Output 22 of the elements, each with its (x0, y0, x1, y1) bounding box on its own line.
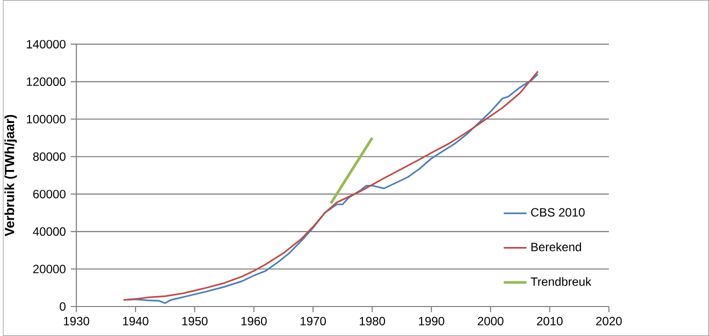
y-tick-label: 120000 (26, 77, 66, 86)
x-tick-label: 1950 (182, 316, 208, 326)
y-tick-label: 80000 (33, 152, 66, 161)
x-tick-label: 1930 (64, 316, 90, 326)
x-tick-label: 1940 (123, 316, 148, 326)
y-tick-label: 0 (60, 302, 66, 311)
x-tick-label: 2010 (536, 316, 563, 326)
y-tick-label: 100000 (26, 114, 66, 124)
y-tick-label: 140000 (26, 40, 66, 48)
x-tick-label: 1960 (241, 316, 267, 326)
x-tick-label: 2000 (478, 316, 504, 326)
y-tick-label: 20000 (33, 264, 66, 274)
legend-label: Berekend (531, 242, 581, 252)
legend-label: CBS 2010 (531, 208, 585, 217)
x-tick-label: 1980 (360, 316, 386, 326)
legend-label: Trendbreuk (530, 277, 592, 286)
x-tick-label: 1970 (300, 316, 326, 326)
y-tick-label: 60000 (33, 190, 66, 198)
y-axis-title: Verbruik (TWh/jaar) (4, 114, 17, 236)
x-tick-label: 2020 (596, 316, 622, 326)
x-tick-label: 1990 (418, 316, 444, 326)
y-tick-label: 40000 (32, 227, 66, 236)
